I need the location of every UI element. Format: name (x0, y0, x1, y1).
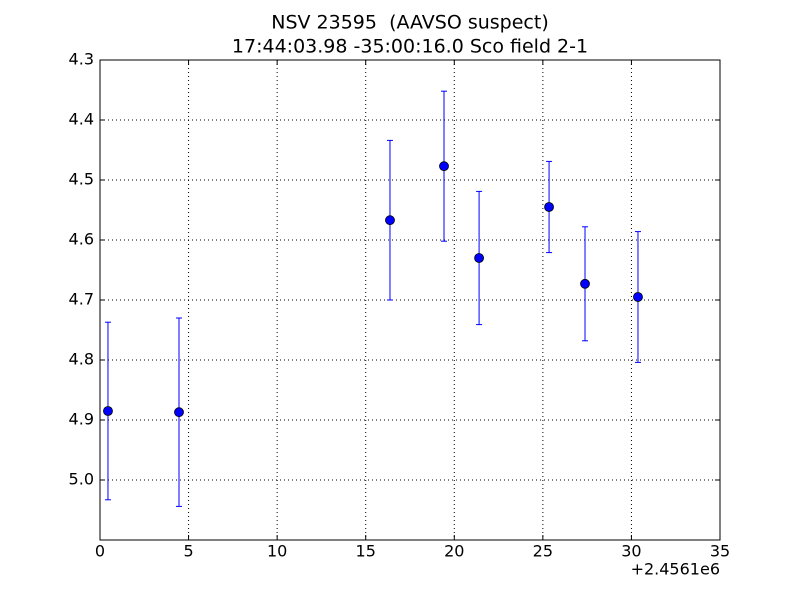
x-tick-label: 10 (267, 542, 287, 561)
x-tick-label: 15 (356, 542, 376, 561)
data-point (439, 161, 449, 172)
y-tick-label: 4.5 (69, 170, 94, 189)
x-tick-label: 5 (183, 542, 193, 561)
data-point (580, 278, 590, 289)
y-tick-label: 4.9 (69, 410, 94, 429)
data-point (544, 202, 554, 212)
data-point (385, 215, 395, 226)
data-point (633, 292, 643, 302)
y-tick-label: 4.6 (69, 230, 94, 249)
x-tick-label: 30 (621, 542, 641, 561)
y-tick-label: 4.7 (69, 290, 94, 309)
chart-subtitle: 17:44:03.98 -35:00:16.0 Sco field 2-1 (232, 36, 588, 58)
y-tick-label: 4.3 (69, 50, 94, 69)
x-tick-label: 0 (95, 542, 105, 561)
chart-title: NSV 23595 (AAVSO suspect) (271, 12, 549, 34)
plot-frame (99, 59, 721, 541)
x-tick-label: 35 (710, 542, 730, 561)
y-tick-label: 4.8 (69, 350, 94, 369)
y-tick-label: 5.0 (69, 470, 94, 489)
x-tick-label: 25 (533, 542, 553, 561)
data-point (474, 253, 484, 263)
x-offset-label: +2.4561e6 (631, 560, 720, 579)
x-tick-label: 20 (444, 542, 464, 561)
y-tick-label: 4.4 (69, 110, 94, 129)
data-point (103, 406, 113, 416)
data-point (174, 407, 184, 418)
